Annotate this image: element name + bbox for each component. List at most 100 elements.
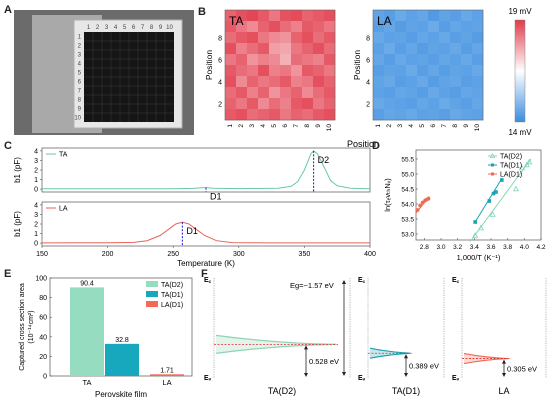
map-title: TA: [229, 14, 243, 28]
x-tick-label: 4.2: [536, 244, 545, 251]
heatmap-cell: [247, 87, 259, 99]
heatmap-cell: [236, 109, 248, 121]
x-tick-label: 400: [364, 251, 376, 258]
heatmap-cell: [384, 87, 396, 99]
heatmap-cell: [236, 43, 248, 55]
heatmap-cell: [461, 32, 473, 44]
heatmap-cell: [417, 87, 429, 99]
x-tick-label: 6: [430, 124, 437, 128]
heatmap-cell: [395, 10, 407, 22]
grid-column-number: 5: [123, 25, 127, 31]
conduction-band-label: E꜀: [452, 277, 460, 284]
grid-row-number: 7: [78, 88, 82, 94]
legend-label: TA: [59, 152, 68, 159]
heatmap-cell: [313, 87, 325, 99]
conduction-band-label: E꜀: [204, 277, 212, 284]
y-tick-label: 55.5: [401, 157, 414, 164]
colorbar-min-label: 14 mV: [508, 128, 532, 137]
heatmap-cell: [406, 21, 418, 33]
grid-row-number: 6: [78, 79, 82, 85]
arrowhead-up: [502, 359, 506, 364]
data-point: [491, 191, 496, 196]
heatmap-cell: [417, 32, 429, 44]
legend-label: TA(D1): [161, 292, 183, 299]
x-axis-label: Temperature (K): [177, 259, 235, 268]
heatmap-cell: [258, 32, 270, 44]
bandgap-label: Eg=~1.57 eV: [290, 281, 334, 290]
colorbar-max-label: 19 mV: [508, 7, 532, 16]
panel-d-label: D: [372, 140, 380, 152]
heatmap-cell: [406, 76, 418, 88]
legend-label: TA(D2): [500, 154, 522, 161]
y-tick-label: 3: [34, 212, 38, 219]
panel-c-label: C: [4, 140, 12, 152]
heatmap-cell: [247, 10, 259, 22]
heatmap-cell: [373, 32, 385, 44]
x-tick-label: 5: [271, 124, 278, 128]
heatmap-cell: [302, 54, 314, 66]
heatmap-cell: [373, 21, 385, 33]
heatmap-cell: [461, 54, 473, 66]
heatmap-cell: [258, 65, 270, 77]
legend-label: LA(D1): [161, 302, 183, 309]
x-tick-label: 250: [167, 251, 179, 258]
y-tick-label: 55.0: [401, 172, 414, 179]
heatmap-cell: [313, 43, 325, 55]
heatmap-cell: [439, 43, 451, 55]
heatmap-cell: [439, 65, 451, 77]
data-point: [487, 199, 492, 203]
arrowhead-down: [304, 373, 308, 377]
x-tick-label: 6: [282, 124, 289, 128]
heatmap-cell: [291, 76, 303, 88]
x-tick-label: 2.8: [420, 244, 429, 251]
cell-grid-lines: [84, 32, 174, 122]
panel-e-label: E: [4, 268, 12, 280]
heatmap-cell: [280, 54, 292, 66]
x-axis-label: Perovskite film: [95, 390, 147, 399]
grid-column-number: 8: [150, 25, 154, 31]
y-tick-label: 2: [218, 102, 222, 109]
bar: [70, 287, 104, 376]
heatmap-cell: [258, 76, 270, 88]
heatmap-cell: [384, 10, 396, 22]
heatmap-cell: [461, 98, 473, 110]
heatmap-cell: [247, 21, 259, 33]
heatmap-cell: [472, 10, 484, 22]
map-title: LA: [377, 14, 392, 28]
data-point: [415, 208, 420, 212]
heatmap-cell: [225, 32, 237, 44]
heatmap-cell: [417, 98, 429, 110]
heatmap-cell: [291, 87, 303, 99]
heatmap-cell: [324, 32, 336, 44]
heatmap-cell: [258, 10, 270, 22]
heatmap-cell: [472, 54, 484, 66]
y-tick-label: 54.0: [401, 202, 414, 209]
heatmap-cell: [472, 65, 484, 77]
heatmap-cell: [461, 109, 473, 121]
heatmap-cell: [247, 32, 259, 44]
heatmap-cell: [236, 87, 248, 99]
data-point: [523, 161, 530, 168]
heatmap-cell: [324, 65, 336, 77]
heatmap-cell: [313, 21, 325, 33]
arrowhead-up: [404, 354, 408, 359]
y-tick-label: 80: [39, 295, 47, 302]
y-tick-label: 2: [34, 222, 38, 229]
x-tick-label: 3.8: [503, 244, 512, 251]
diagram-title: TA(D1): [392, 386, 420, 396]
heatmap-cell: [472, 32, 484, 44]
heatmap-cell: [384, 76, 396, 88]
heatmap-cell: [450, 43, 462, 55]
heatmap-cell: [225, 87, 237, 99]
heatmap-cell: [280, 76, 292, 88]
heatmap-cell: [291, 10, 303, 22]
heatmap-cell: [324, 98, 336, 110]
heatmap-cell: [269, 10, 281, 22]
trap-depth-label: 0.305 eV: [507, 364, 537, 373]
y-axis-label: Position: [204, 50, 214, 81]
arrowhead-down: [342, 372, 346, 376]
data-point: [473, 220, 477, 224]
heatmap-cell: [280, 109, 292, 121]
